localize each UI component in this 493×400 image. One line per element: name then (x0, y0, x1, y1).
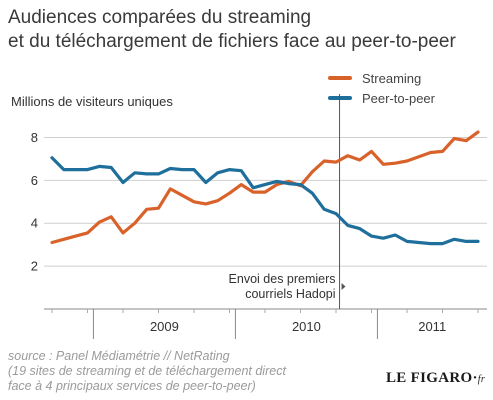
y-axis-label: Millions de visiteurs uniques (11, 94, 173, 109)
hadopi-annotation-line2: courriels Hadopi (245, 287, 335, 301)
chart-title-line2: et du téléchargement de fichiers face au… (8, 31, 456, 52)
series-line-streaming (50, 130, 480, 245)
legend-item-streaming: Streaming (328, 68, 435, 88)
source-line1: source : Panel Médiamétrie // NetRating (8, 349, 230, 363)
source-line2: (19 sites de streaming et de téléchargem… (8, 364, 286, 378)
logo-suffix: fr (477, 374, 486, 385)
line-chart: 2 4 6 8 2009 2010 2011 Envoi des premierscourri… (31, 94, 487, 339)
x-year-label-2010: 2010 (292, 319, 321, 334)
chart-title-line1: Audiences comparées du streaming (8, 7, 312, 28)
source-note: source : Panel Médiamétrie // NetRating … (8, 349, 368, 394)
legend-label-streaming: Streaming (362, 70, 422, 86)
le-figaro-logo: LE FIGARO·fr (386, 370, 485, 387)
y-tick-label-6: 6 (31, 173, 38, 188)
x-year-label-2011: 2011 (418, 319, 446, 334)
hadopi-annotation-line1: Envoi des premiers (229, 272, 336, 286)
y-tick-label-2: 2 (31, 259, 38, 274)
x-year-label-2009: 2009 (150, 319, 179, 334)
source-line3: face à 4 principaux services de peer-to-… (8, 379, 256, 393)
legend: Streaming Peer-to-peer (328, 68, 435, 108)
legend-swatch-streaming (328, 76, 352, 80)
y-tick-label-4: 4 (31, 216, 38, 231)
hadopi-marker-arrow (341, 283, 346, 290)
series-line-peer-to-peer (50, 156, 480, 246)
y-tick-label-8: 8 (31, 130, 38, 145)
legend-label-peer-to-peer: Peer-to-peer (362, 90, 435, 106)
logo-text: LE FIGARO· (386, 370, 478, 386)
chart-title: Audiences comparées du streaming et du t… (8, 6, 488, 54)
